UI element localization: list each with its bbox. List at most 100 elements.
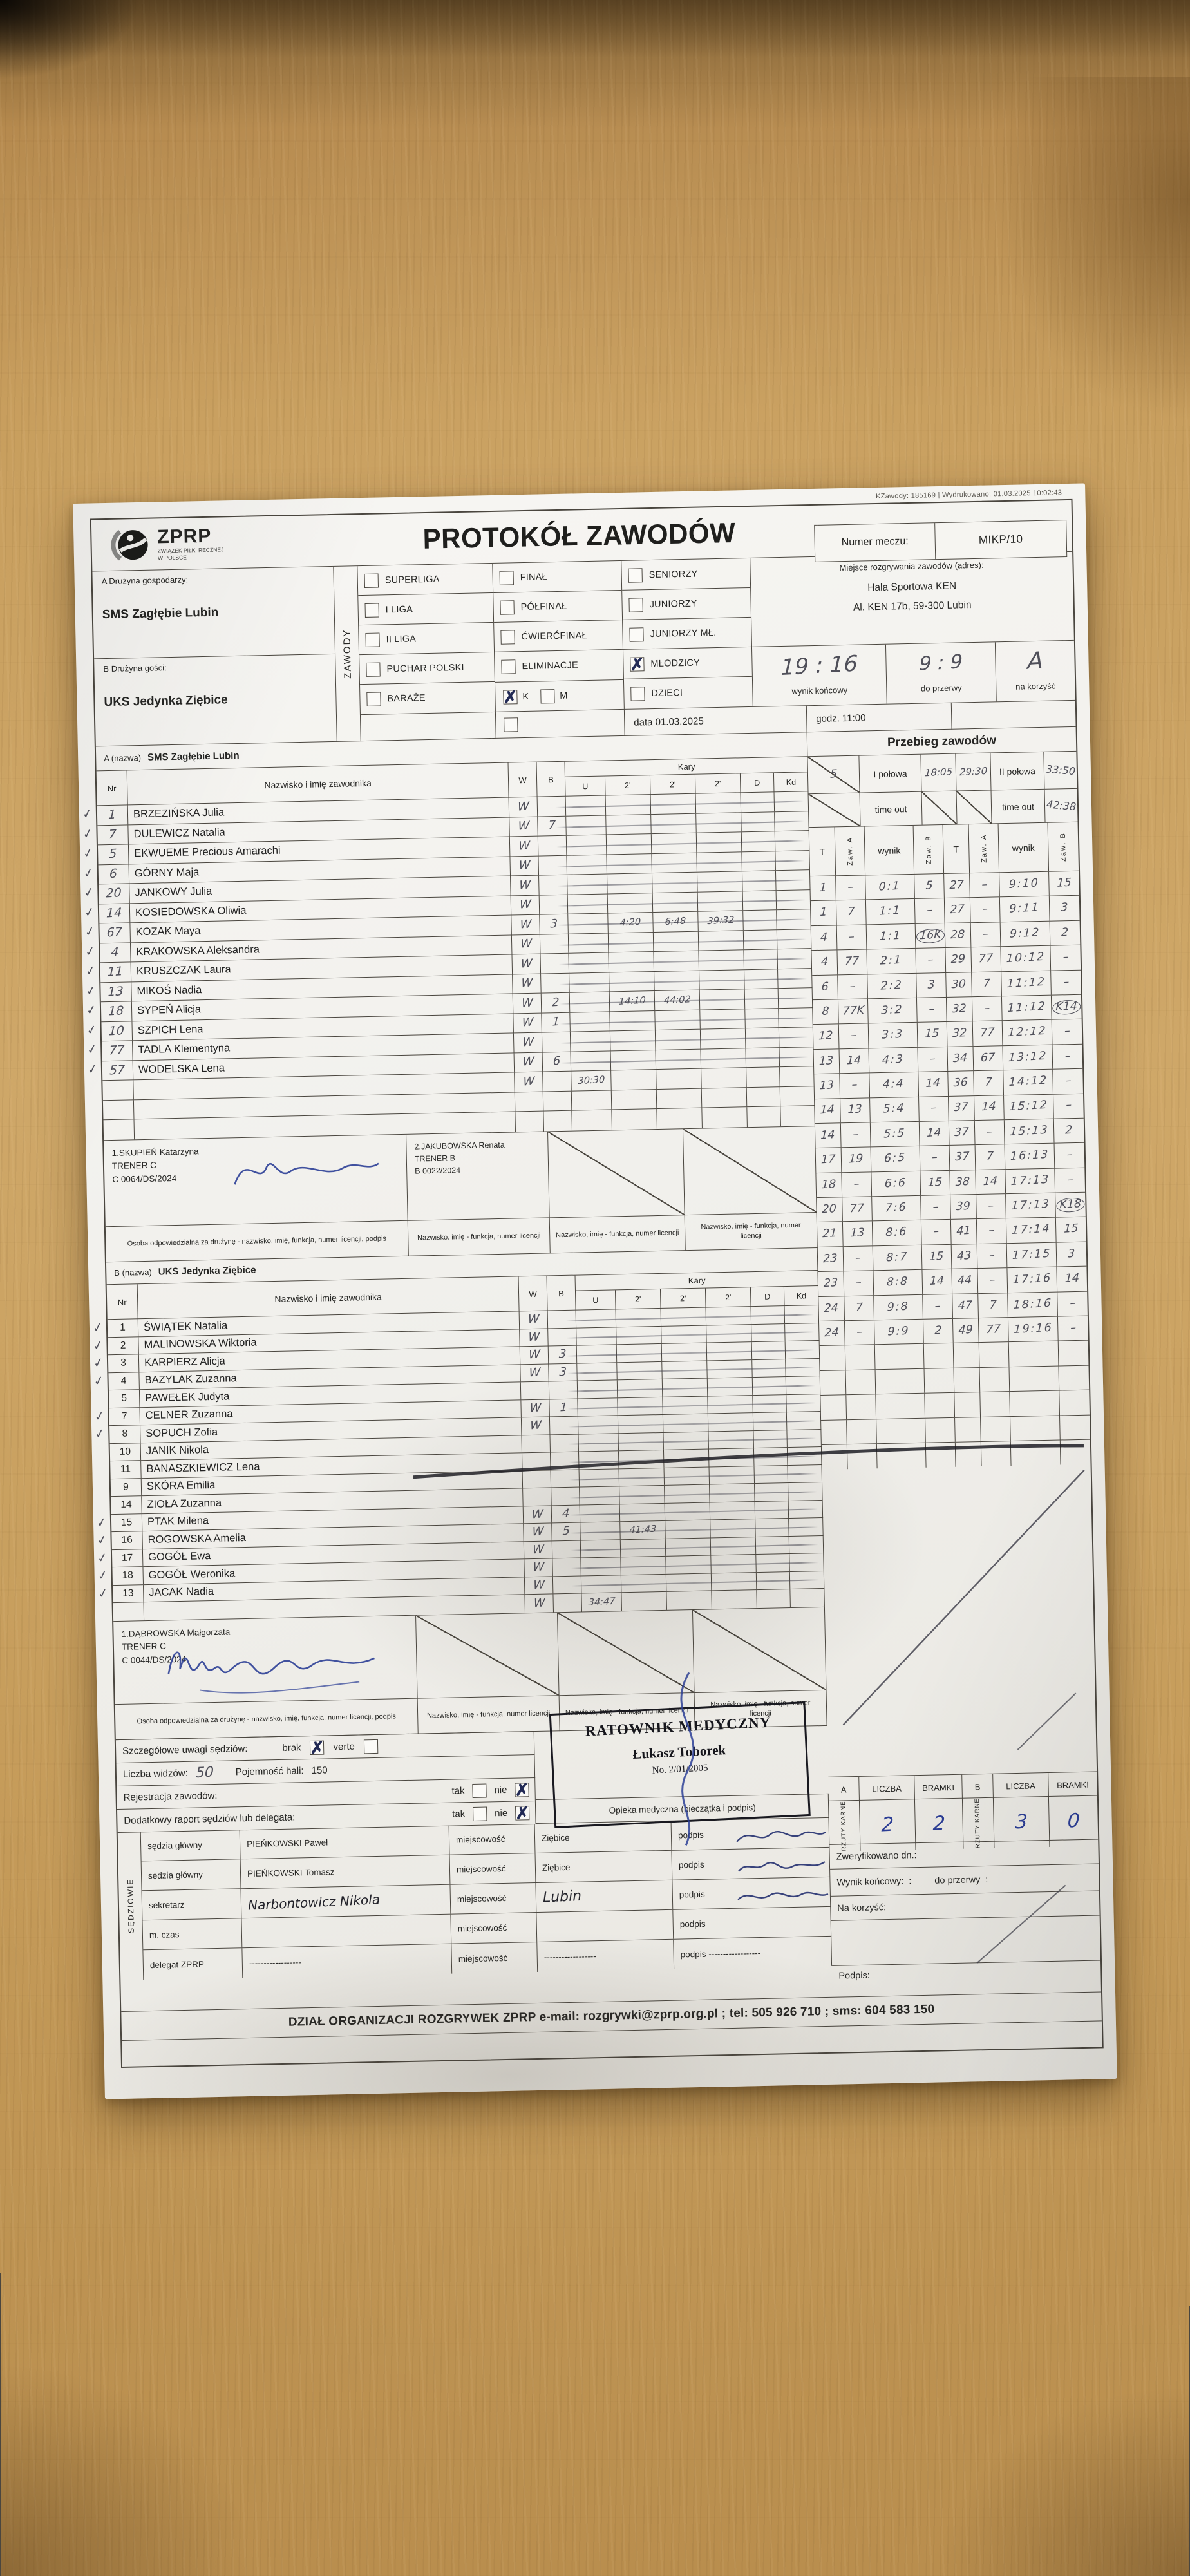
col-b: B <box>547 1275 576 1311</box>
u-value <box>567 874 608 895</box>
player-number: 1 <box>97 805 129 825</box>
score-2: 9:10 <box>999 871 1050 897</box>
score-2: 15:12 <box>1004 1094 1054 1120</box>
w-value: W <box>520 1363 549 1382</box>
player-check-mark: ✓ <box>81 826 95 842</box>
age-option: ✗ MŁODZICY <box>623 647 752 679</box>
staff-b-caption: Osoba odpowiedzialna za drużynę - nazwis… <box>137 1712 396 1725</box>
time-1: 13 <box>813 1049 840 1074</box>
goals-value <box>551 1487 580 1505</box>
d-value <box>742 871 777 891</box>
score-1 <box>876 1418 926 1444</box>
penalty-1 <box>606 814 652 835</box>
timeout-4: 42:38 <box>1046 797 1077 813</box>
d-value <box>756 1554 790 1572</box>
score-1: 5:4 <box>870 1097 920 1122</box>
penalty-2 <box>665 1484 710 1503</box>
penalty-1 <box>620 1539 666 1557</box>
match-time: godz. 11:00 <box>806 702 952 733</box>
score-2: 11:12 <box>1001 971 1052 996</box>
pojemnosc-label: Pojemność hali: <box>235 1765 304 1778</box>
staff-b2-empty <box>416 1613 560 1698</box>
player-check-mark: ✓ <box>82 846 95 861</box>
scorer-b-2: – <box>1070 1321 1077 1335</box>
goals-value <box>552 1540 581 1558</box>
score-2: 19:16 <box>1008 1316 1059 1342</box>
scorer-a-2: – <box>972 996 1003 1021</box>
penalty-3 <box>708 1413 754 1432</box>
d-value <box>741 811 775 832</box>
penalty-3 <box>706 1342 753 1361</box>
scorer-a-2: 77 <box>971 947 1002 972</box>
w-value: W <box>509 836 539 857</box>
scorer-b-1: 14 <box>919 1121 950 1146</box>
favor-value: A <box>1026 647 1044 675</box>
diag-cell <box>808 793 861 828</box>
scorer-b-2: – <box>1065 1099 1072 1112</box>
scorer-b-1: 15 <box>920 1170 951 1195</box>
u-value <box>578 1416 619 1434</box>
goals-value: 3 <box>548 1345 578 1363</box>
staff-b3-empty <box>558 1610 695 1696</box>
referee-role: sędzia główny <box>141 1859 241 1891</box>
age-checkbox-list: SENIORZY JUNIORZY JUNIORZY MŁ. ✗ MŁODZIC… <box>621 558 753 709</box>
scorer-b-2: – <box>1064 1025 1070 1038</box>
diag-cell <box>921 791 958 825</box>
przebieg-col-header: T Zaw. A wynik Zaw. B T Zaw. A wynik Zaw… <box>809 822 1079 877</box>
score-2: 17:13 <box>1005 1168 1056 1194</box>
staff-caption: Nazwisko, imię - funkcja, numer licencji <box>701 1221 801 1240</box>
score-2: 17:15 <box>1006 1242 1057 1268</box>
penalty-2 <box>656 1088 703 1109</box>
scorer-b-1: 16K <box>915 923 946 949</box>
goals-value: 6 <box>542 1052 572 1072</box>
scorer-a-1 <box>847 1444 878 1470</box>
kd-value <box>785 1323 820 1341</box>
scorer-a-2 <box>981 1416 1011 1441</box>
player-number: 10 <box>101 1021 133 1041</box>
final-score-value: 19 : 16 <box>780 650 858 681</box>
scorer-b-1: 5 <box>914 873 945 899</box>
scorer-a-2: 77 <box>978 1318 1009 1343</box>
scorer-b-2: – <box>1067 1173 1073 1187</box>
penalty-3 <box>710 1537 757 1555</box>
score-1: 7:6 <box>872 1195 921 1221</box>
col-t: T <box>943 824 970 873</box>
col-zaw-a: Zaw. A <box>835 826 866 876</box>
penalty-1 <box>619 1468 665 1486</box>
w-value: W <box>513 974 542 994</box>
w-value: W <box>509 797 538 817</box>
player-check-mark: ✓ <box>86 1061 99 1077</box>
penalty-3 <box>700 1028 746 1049</box>
score-1: 1:1 <box>865 899 916 925</box>
kary-subcol: D <box>740 773 775 793</box>
d-value <box>745 1028 780 1048</box>
verte-checkbox <box>363 1739 379 1754</box>
penalty-3 <box>696 832 742 853</box>
goals-value: 5 <box>552 1522 581 1540</box>
scorer-a-1: – <box>838 974 868 999</box>
page-title: PROTOKÓŁ ZAWODÓW <box>422 516 736 554</box>
zprp-ball-icon <box>111 529 148 560</box>
penalty-1: 4:20 <box>608 913 654 933</box>
time-1: 17 <box>815 1148 842 1173</box>
scorer-b-1: – <box>923 1294 953 1319</box>
penalty-2 <box>663 1432 709 1450</box>
penalty-3 <box>695 793 742 813</box>
penalty-2 <box>652 872 698 893</box>
kd-value <box>777 909 811 929</box>
col-zaw-b: Zaw. B <box>1059 831 1068 862</box>
scorer-b-2: – <box>1064 1074 1072 1088</box>
coach-a2-licence: B 0022/2024 <box>415 1165 461 1176</box>
scorer-a-2: 7 <box>978 1293 1008 1318</box>
b-nazwa-value: UKS Jedynka Ziębice <box>158 1264 256 1278</box>
score-1 <box>875 1368 925 1394</box>
kd-value <box>778 969 813 989</box>
penalty-2 <box>661 1307 707 1326</box>
score-2: 14:12 <box>1003 1069 1053 1095</box>
kd-value <box>779 1008 813 1028</box>
score-2: 16:13 <box>1005 1143 1055 1169</box>
gender-row: ✗ K M <box>495 679 625 712</box>
penalty-1: 14:10 <box>609 991 656 1011</box>
penalty-3 <box>708 1448 755 1466</box>
staff-a4-empty <box>683 1126 817 1215</box>
